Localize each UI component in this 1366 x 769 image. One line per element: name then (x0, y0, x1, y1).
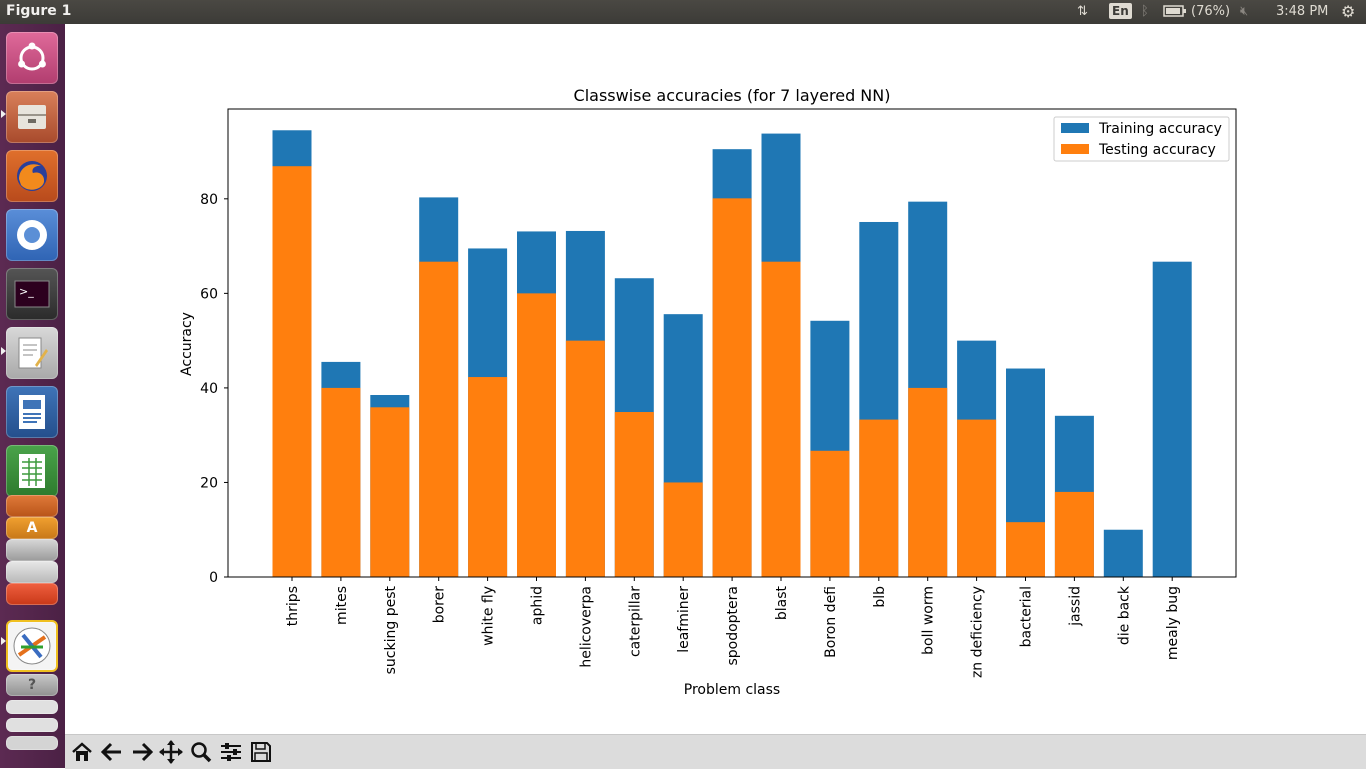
x-axis-label: Problem class (684, 682, 780, 698)
app-icon[interactable] (6, 583, 58, 605)
firefox-icon[interactable] (6, 150, 58, 202)
top-panel: Figure 1 ⇅ En ᛒ (76%) 🔇︎ 3:48 PM ⚙ (0, 0, 1366, 24)
legend-swatch-training (1061, 123, 1089, 133)
bluetooth-icon[interactable]: ᛒ (1141, 4, 1149, 19)
x-tick-label: blast (774, 585, 790, 620)
save-icon[interactable] (248, 739, 274, 765)
bar-chart: 0 20 40 60 80 thrips mites sucking pest borer wh… (65, 24, 1366, 734)
running-indicator (1, 110, 6, 118)
chart-title: Classwise accuracies (for 7 layered NN) (574, 86, 891, 105)
zoom-icon[interactable] (188, 739, 214, 765)
bar-testing-9 (712, 198, 752, 577)
x-tick-label: mealy bug (1165, 586, 1181, 660)
battery-icon[interactable] (1163, 4, 1187, 22)
bar-testing-3 (419, 261, 459, 577)
bar-testing-4 (468, 377, 508, 577)
volume-muted-icon[interactable]: 🔇︎ (1240, 4, 1249, 19)
x-tick-label: thrips (285, 586, 301, 626)
x-tick-label: borer (432, 586, 448, 624)
bar-testing-5 (517, 293, 556, 577)
legend-testing-label: Testing accuracy (1098, 142, 1216, 158)
x-tick-label: zn deficiency (970, 586, 986, 678)
x-tick-label: caterpillar (627, 586, 643, 657)
x-tick-label: aphid (530, 586, 546, 625)
terminal-icon[interactable]: >_ (6, 268, 58, 320)
text-editor-icon[interactable] (6, 327, 58, 379)
x-tick-label: jassid (1067, 586, 1083, 627)
legend-swatch-testing (1061, 144, 1089, 154)
home-icon[interactable] (69, 739, 95, 765)
bar-testing-2 (370, 407, 410, 577)
x-tick-label: bacterial (1019, 586, 1035, 647)
software-icon[interactable] (6, 539, 58, 561)
x-tick-label: helicoverpa (578, 586, 594, 668)
figure-canvas: 0 20 40 60 80 thrips mites sucking pest borer wh… (65, 24, 1366, 734)
y-tick-label: 20 (200, 475, 218, 491)
bar-testing-15 (1006, 522, 1045, 577)
keyboard-language-icon[interactable]: En (1109, 3, 1132, 19)
bar-testing-13 (908, 387, 948, 577)
system-gear-icon[interactable]: ⚙ (1341, 2, 1356, 21)
bar-testing-8 (663, 482, 703, 577)
running-indicator (1, 637, 6, 645)
legend: Training accuracy Testing accuracy (1053, 116, 1230, 162)
subplots-icon[interactable] (218, 739, 244, 765)
x-tick-label: sucking pest (383, 585, 399, 674)
bar-testing-0 (272, 166, 312, 577)
legend-training-label: Training accuracy (1098, 121, 1222, 137)
y-tick-label: 40 (200, 381, 218, 397)
y-axis-label: Accuracy (179, 312, 195, 376)
x-tick-label: mites (334, 586, 350, 625)
clock[interactable]: 3:48 PM (1276, 4, 1329, 19)
impress-icon[interactable] (6, 495, 58, 517)
x-tick-label: white fly (481, 586, 497, 646)
bar-testing-14 (957, 419, 997, 577)
workspace-icon[interactable] (6, 700, 58, 714)
matplotlib-toolbar (65, 734, 1366, 769)
running-indicator (1, 347, 6, 355)
x-tick-label: leafminer (676, 586, 692, 653)
back-icon[interactable] (99, 739, 125, 765)
window-title: Figure 1 (6, 3, 72, 19)
chromium-icon[interactable] (6, 209, 58, 261)
bar-testing-12 (859, 419, 899, 577)
writer-icon[interactable] (6, 386, 58, 438)
y-tick-label: 80 (200, 192, 218, 208)
bar-testing-7 (614, 412, 654, 577)
bar-testing-1 (321, 387, 361, 577)
x-tick-label: die back (1116, 585, 1132, 645)
bar-testing-10 (761, 261, 801, 577)
launcher: >_ A ? (0, 24, 66, 768)
help-icon[interactable]: ? (6, 674, 58, 696)
y-tick-label: 0 (209, 570, 218, 586)
network-arrows-icon[interactable]: ⇅ (1077, 4, 1088, 19)
bar-testing-11 (810, 450, 850, 577)
amazon-icon[interactable]: A (6, 517, 58, 539)
x-tick-label: spodoptera (725, 586, 741, 666)
battery-percent: (76%) (1191, 4, 1231, 19)
svg-text:>_: >_ (19, 285, 34, 298)
ubuntu-dash-icon[interactable] (6, 32, 58, 84)
x-tick-label: blb (872, 586, 888, 608)
settings-icon[interactable] (6, 561, 58, 583)
pan-icon[interactable] (158, 739, 184, 765)
y-tick-label: 60 (200, 286, 218, 302)
files-icon[interactable] (6, 91, 58, 143)
figure-window-icon[interactable] (6, 620, 58, 672)
workspace-icon[interactable] (6, 718, 58, 732)
bar-training-18 (1152, 261, 1192, 577)
forward-icon[interactable] (129, 739, 155, 765)
x-tick-label: Boron defi (823, 586, 839, 658)
bar-testing-6 (565, 340, 605, 577)
trash-icon[interactable] (6, 736, 58, 750)
bar-testing-16 (1054, 491, 1094, 577)
x-tick-label: boll worm (921, 586, 937, 655)
calc-icon[interactable] (6, 445, 58, 497)
bar-training-17 (1103, 529, 1143, 577)
